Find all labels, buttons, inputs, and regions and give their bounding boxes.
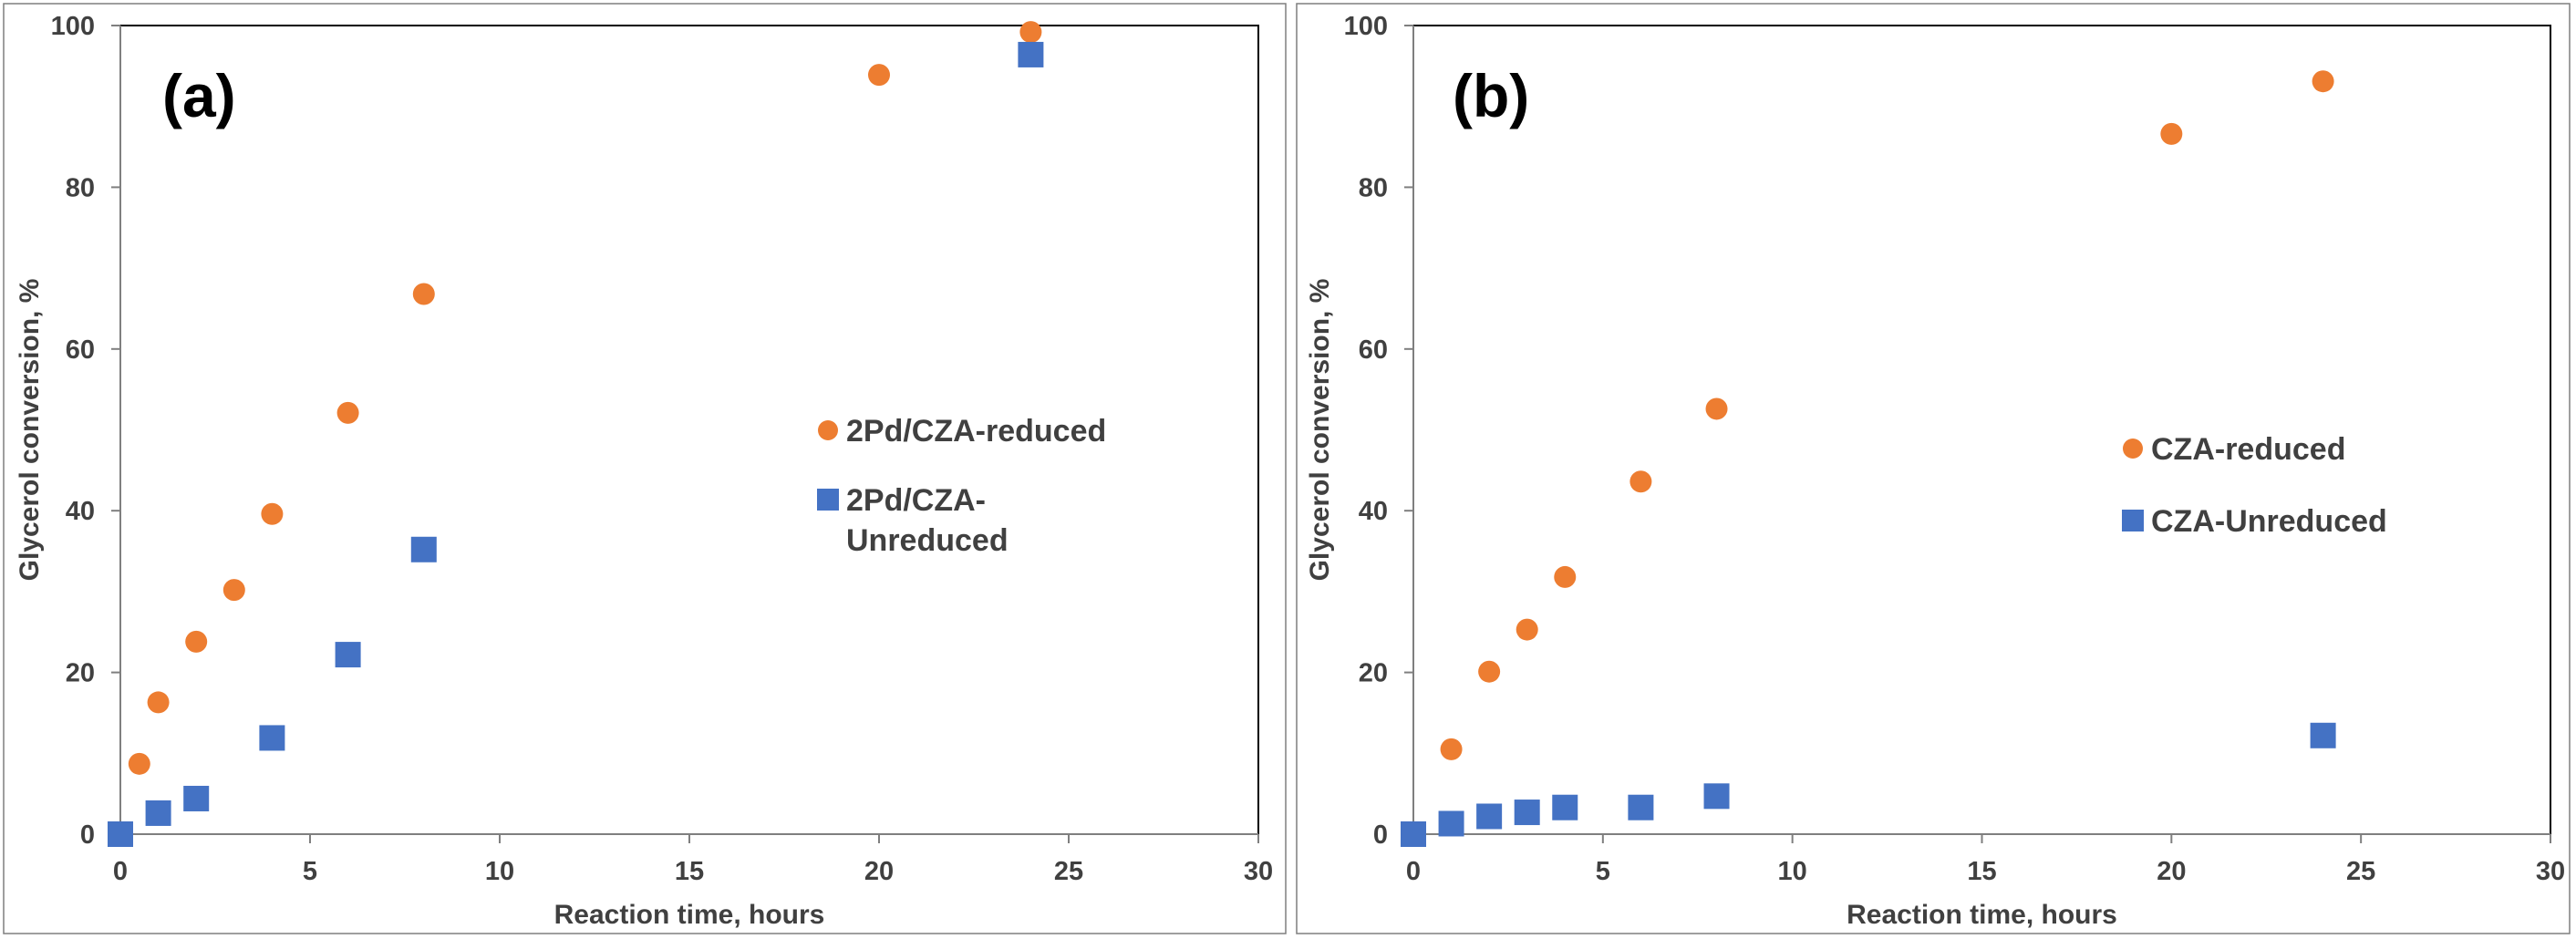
legend-entry: CZA-Unreduced (2122, 504, 2387, 539)
x-axis-title: Reaction time, hours (1847, 900, 2117, 930)
data-point (185, 630, 208, 653)
y-tick-label: 0 (80, 820, 95, 850)
data-point (1018, 41, 1044, 67)
series-2Pd/CZA-Unreduced (108, 41, 1044, 847)
y-tick-label: 20 (1359, 659, 1388, 688)
legend-marker (2122, 510, 2144, 531)
data-point (147, 691, 170, 714)
data-point (145, 800, 171, 826)
x-tick-label: 0 (113, 857, 128, 886)
data-point (410, 536, 437, 562)
legend-label: CZA-Unreduced (2151, 504, 2387, 539)
data-point (1476, 803, 1503, 830)
x-axis-title: Reaction time, hours (554, 900, 825, 930)
data-point (2310, 722, 2336, 748)
legend-entry: 2Pd/CZA-reduced (818, 414, 1106, 449)
plot-area-frame (1412, 25, 2551, 835)
y-tick-label: 60 (1359, 335, 1388, 365)
data-point (128, 752, 150, 775)
data-point (1516, 618, 1538, 641)
data-point (259, 725, 285, 751)
data-point (412, 283, 435, 305)
series-CZA-Unreduced (1401, 722, 2336, 847)
data-point (1629, 470, 1652, 493)
data-point (1401, 821, 1426, 847)
chart-panel-b: 0 5 10 15 20 25 30 0 20 40 60 80 100 Reaction time, h… (1296, 3, 2571, 934)
series-2Pd/CZA-reduced (128, 21, 1042, 775)
data-point (2160, 122, 2183, 145)
chart-area-border (1296, 3, 2571, 934)
x-tick-label: 0 (1406, 857, 1421, 886)
data-point (1628, 794, 1654, 820)
x-tick-label: 10 (1778, 857, 1807, 886)
data-point (1703, 783, 1730, 810)
x-tick-label: 15 (675, 857, 704, 886)
y-tick-label: 80 (66, 173, 95, 202)
chart-area-border (3, 3, 1287, 934)
legend-marker (2123, 439, 2143, 459)
y-tick-label: 40 (66, 497, 95, 526)
series-CZA-reduced (1440, 70, 2334, 760)
legend-entry: 2Pd/CZA- Unreduced (817, 483, 1009, 558)
y-axis-title: Glycerol conversion, % (1305, 279, 1335, 582)
x-tick-label: 30 (2536, 857, 2565, 886)
legend-marker (818, 420, 838, 440)
y-tick-label: 100 (1344, 12, 1388, 41)
y-tick-label: 60 (66, 335, 95, 365)
panel-label: (a) (162, 62, 236, 129)
y-tick-label: 80 (1359, 173, 1388, 202)
x-tick-label: 20 (2157, 857, 2186, 886)
data-point (222, 579, 245, 602)
x-tick-label: 30 (1244, 857, 1273, 886)
legend-marker (817, 489, 839, 511)
legend-label: 2Pd/CZA- (846, 483, 986, 518)
x-tick-label: 25 (1054, 857, 1083, 886)
data-point (1440, 738, 1463, 760)
data-point (2312, 70, 2334, 93)
legend-label: CZA-reduced (2151, 432, 2345, 467)
data-point (183, 785, 210, 811)
data-point (1438, 810, 1464, 837)
legend-label: Unreduced (846, 523, 1009, 558)
x-tick-label: 10 (485, 857, 514, 886)
panel-label: (b) (1453, 62, 1529, 129)
legend-entry: CZA-reduced (2123, 432, 2345, 467)
data-point (261, 502, 284, 525)
x-tick-label: 5 (1596, 857, 1610, 886)
data-point (335, 642, 361, 668)
x-tick-label: 5 (303, 857, 317, 886)
y-tick-label: 40 (1359, 497, 1388, 526)
data-point (1554, 565, 1577, 588)
data-point (108, 821, 133, 847)
x-tick-label: 20 (864, 857, 894, 886)
y-axis-title: Glycerol conversion, % (15, 279, 45, 582)
data-point (868, 64, 890, 87)
data-point (1552, 794, 1578, 820)
data-point (1019, 21, 1042, 44)
data-point (1705, 397, 1728, 420)
y-tick-label: 0 (1373, 820, 1388, 850)
y-tick-label: 20 (66, 659, 95, 688)
data-point (1478, 660, 1501, 683)
legend-label: 2Pd/CZA-reduced (846, 414, 1106, 449)
x-tick-label: 15 (1967, 857, 1996, 886)
chart-panel-a: 0 5 10 15 20 25 30 0 20 40 60 80 100 Reaction time, h… (3, 3, 1287, 934)
data-point (1514, 800, 1540, 826)
data-point (336, 401, 359, 424)
y-tick-label: 100 (51, 12, 95, 41)
x-tick-label: 25 (2346, 857, 2375, 886)
